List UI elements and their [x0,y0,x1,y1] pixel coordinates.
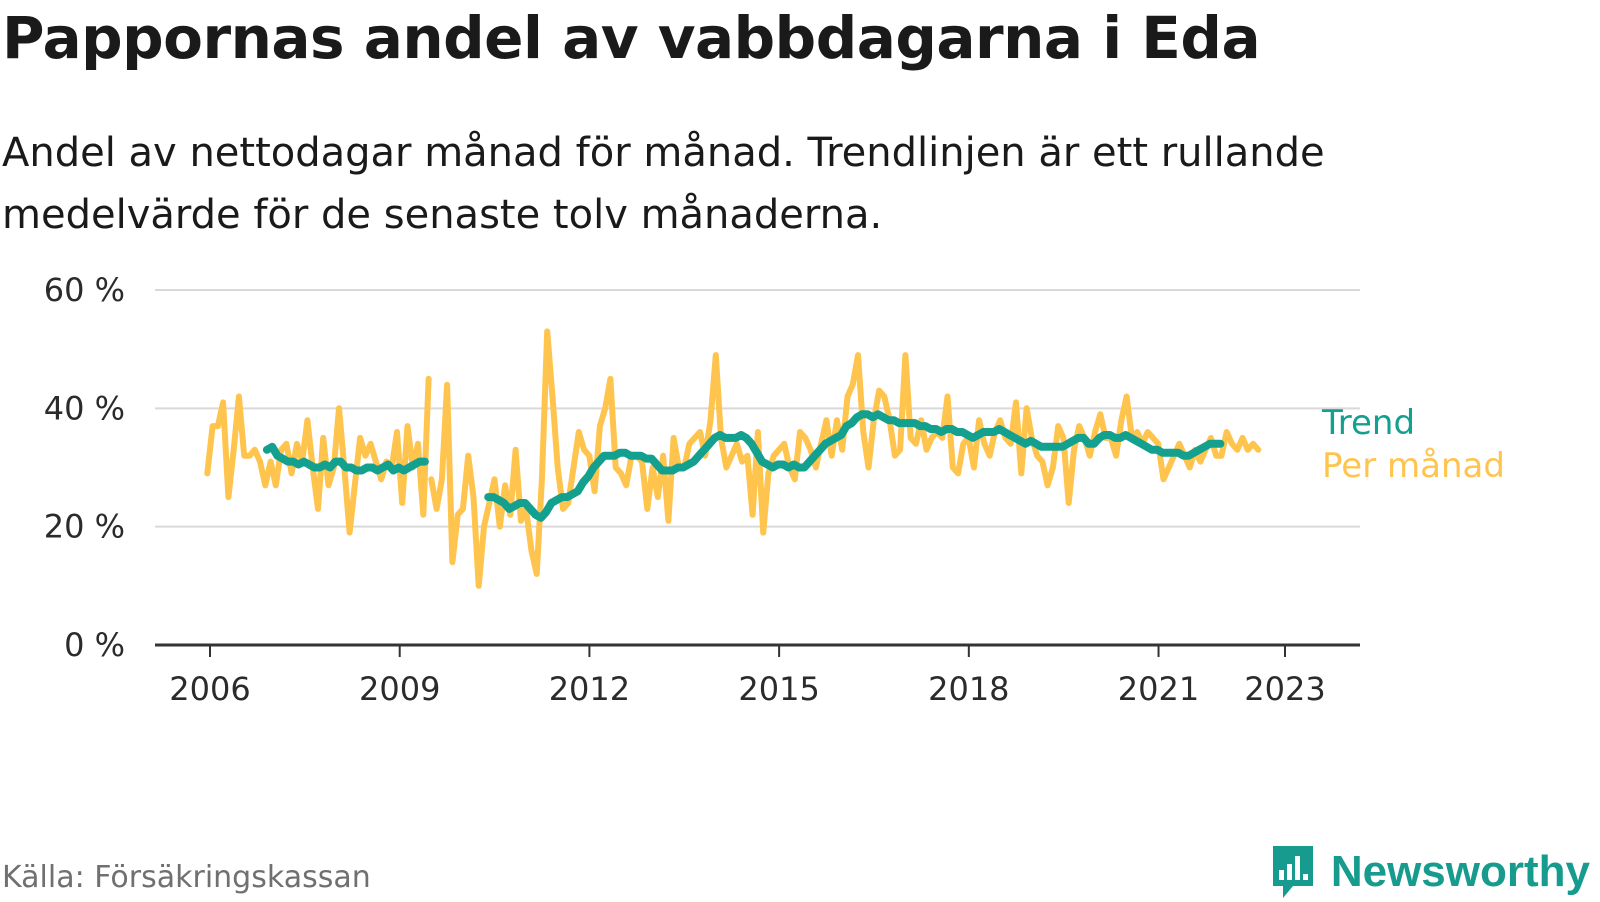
grid-lines [155,289,1360,528]
y-tick-label: 60 % [44,271,125,309]
x-tick-label: 2006 [169,670,250,708]
y-tick-label: 40 % [44,389,125,427]
trend-line [484,410,1225,522]
x-tick-label: 2012 [549,670,630,708]
y-tick-label: 0 % [64,626,125,664]
x-tick-label: 2018 [928,670,1009,708]
brand-logo-group: Newsworthy [1269,842,1590,902]
x-tick-label: 2015 [738,670,819,708]
y-axis-ticks: 0 % 20 % 40 % 60 % [44,271,125,664]
x-tick-label: 2009 [359,670,440,708]
series-lines [204,328,1262,589]
y-tick-label: 20 % [44,508,125,546]
newsworthy-chart-icon [1272,846,1313,898]
line-chart: 0 % 20 % 40 % 60 % 2006 2009 2012 2015 2018 2021… [44,271,1505,708]
trend-line [262,442,429,475]
x-tick-label: 2021 [1118,670,1199,708]
legend-monthly-label: Per månad [1322,446,1505,486]
x-axis-ticks: 2006 2009 2012 2015 2018 2021 2023 [155,643,1360,708]
monthly-line [428,328,1262,589]
x-tick-label: 2023 [1244,670,1325,708]
chart-subtitle: Andel av nettodagar månad för månad. Tre… [2,130,1325,238]
monthly-line [204,375,432,536]
brand-name: Newsworthy [1330,847,1590,896]
source-note: Källa: Försäkringskassan [2,860,371,895]
legend-trend-label: Trend [1321,403,1415,443]
chart-title: Pappornas andel av vabbdagarna i Eda [2,4,1261,72]
